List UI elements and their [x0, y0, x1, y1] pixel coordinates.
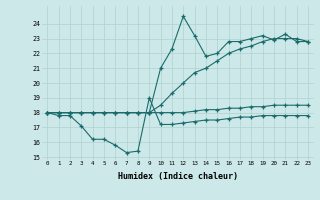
- X-axis label: Humidex (Indice chaleur): Humidex (Indice chaleur): [118, 172, 237, 181]
